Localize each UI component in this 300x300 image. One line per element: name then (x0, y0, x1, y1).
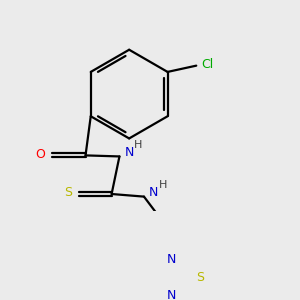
Text: Cl: Cl (202, 58, 214, 70)
Text: O: O (35, 148, 45, 161)
Text: N: N (167, 289, 176, 300)
Text: N: N (125, 146, 134, 159)
Text: N: N (149, 186, 159, 199)
Text: S: S (64, 187, 72, 200)
Text: H: H (134, 140, 142, 150)
Text: H: H (159, 180, 167, 190)
Text: S: S (196, 271, 204, 284)
Text: N: N (167, 254, 176, 266)
